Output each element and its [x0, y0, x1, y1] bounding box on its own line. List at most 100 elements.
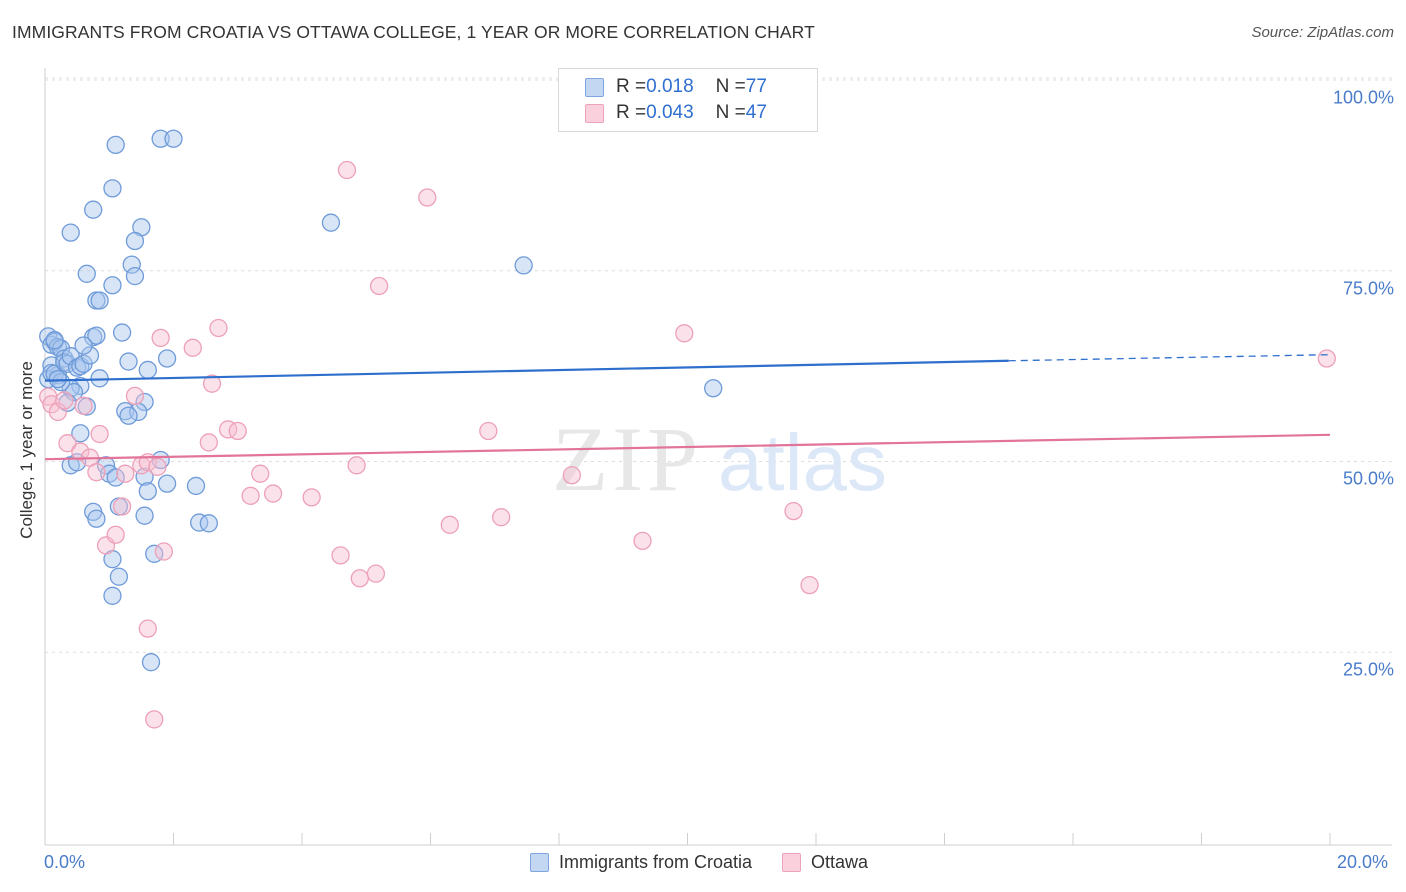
croatia-point	[87, 509, 106, 528]
axes	[44, 68, 1392, 846]
ottawa-point	[241, 486, 260, 505]
croatia-point	[119, 352, 138, 371]
x-tick-label-min: 0.0%	[44, 852, 86, 872]
legend-item-croatia[interactable]: Immigrants from Croatia	[530, 852, 752, 873]
chart-title: IMMIGRANTS FROM CROATIA VS OTTAWA COLLEG…	[12, 22, 815, 42]
croatia-point	[106, 468, 125, 487]
ottawa-point	[800, 575, 819, 595]
ottawa-point	[562, 466, 581, 485]
ottawa-point	[125, 386, 145, 406]
legend-n-label: N =	[715, 102, 746, 123]
ottawa-point	[58, 434, 77, 453]
watermark: ZIP atlas	[552, 408, 887, 510]
y-tick-label-100: 100.0%	[1332, 87, 1394, 108]
croatia-point	[125, 266, 145, 286]
legend-label-ottawa: Ottawa	[811, 852, 869, 872]
y-axis-label: College, 1 year or more	[17, 361, 36, 539]
legend-swatch-pink	[782, 853, 802, 872]
ottawa-point	[479, 421, 498, 441]
legend-r-label: R =	[616, 102, 647, 123]
ottawa-point	[633, 531, 652, 551]
gridlines	[45, 77, 1392, 653]
croatia-point	[122, 255, 141, 274]
ottawa-point	[151, 328, 170, 348]
ottawa-point	[228, 421, 247, 441]
croatia-point	[71, 424, 90, 443]
ottawa-point	[347, 456, 366, 475]
croatia-point	[87, 326, 106, 345]
source-credit: Source: ZipAtlas.com	[1251, 24, 1394, 41]
ottawa-point	[440, 515, 459, 534]
ottawa-point	[369, 276, 389, 296]
ottawa-point	[145, 710, 164, 729]
watermark-atlas: atlas	[718, 418, 887, 507]
croatia-point	[106, 135, 125, 155]
legend-n-value: 77	[745, 76, 767, 97]
ottawa-trend-line	[44, 433, 1331, 461]
ottawa-point	[202, 374, 222, 393]
croatia-point	[199, 514, 218, 533]
legend-row-croatia: R = 0.018 N = 77	[585, 75, 767, 99]
legend-r-value: 0.043	[646, 102, 694, 123]
ottawa-point	[366, 564, 386, 583]
ottawa-point	[148, 457, 167, 476]
croatia-point	[138, 360, 157, 380]
ottawa-point	[138, 619, 157, 638]
legend-n-value: 47	[745, 102, 767, 123]
croatia-point	[141, 653, 161, 672]
ottawa-point	[90, 424, 109, 444]
legend-r-label: R =	[616, 76, 647, 97]
croatia-point	[186, 476, 206, 496]
croatia-point	[321, 213, 341, 232]
series-croatia-points	[39, 129, 723, 672]
ottawa-point	[106, 525, 125, 544]
y-tick-label-75: 75.0%	[1342, 278, 1394, 299]
y-tick-label-25: 25.0%	[1342, 659, 1394, 680]
series-legend: Immigrants from Croatia Ottawa	[530, 852, 898, 873]
ottawa-point	[154, 542, 174, 561]
croatia-point	[119, 406, 138, 425]
ottawa-point	[331, 546, 350, 565]
ottawa-point	[492, 508, 511, 527]
legend-item-ottawa[interactable]: Ottawa	[782, 852, 868, 873]
legend-n-label: N =	[715, 76, 746, 97]
ottawa-point	[183, 338, 202, 357]
series-ottawa-points	[39, 160, 1336, 729]
legend-r-value: 0.018	[646, 76, 694, 97]
ottawa-point	[199, 433, 218, 452]
croatia-point	[514, 256, 533, 275]
croatia-point	[704, 379, 723, 398]
legend-label-croatia: Immigrants from Croatia	[559, 852, 753, 872]
croatia-point	[190, 513, 209, 532]
ottawa-point	[418, 188, 437, 207]
ottawa-point	[350, 569, 369, 588]
ottawa-point	[87, 463, 106, 482]
ottawa-point	[302, 488, 321, 507]
ottawa-point	[48, 402, 67, 422]
croatia-trend-extension	[1008, 354, 1331, 362]
croatia-point	[48, 369, 67, 389]
ottawa-point	[675, 324, 694, 343]
ottawa-point	[251, 464, 270, 483]
croatia-point	[103, 179, 122, 198]
croatia-point	[51, 372, 71, 392]
correlation-legend: R = 0.018 N = 77 R = 0.043 N = 47	[558, 68, 818, 132]
croatia-point	[164, 129, 183, 148]
croatia-trend-line	[44, 359, 1009, 382]
legend-swatch-pink	[585, 103, 604, 123]
croatia-point	[103, 586, 122, 605]
croatia-point	[80, 346, 100, 365]
croatia-point	[112, 323, 132, 342]
legend-row-ottawa: R = 0.043 N = 47	[585, 101, 767, 125]
croatia-point	[84, 200, 103, 219]
croatia-point	[135, 392, 154, 412]
ottawa-point	[263, 484, 283, 503]
croatia-point	[74, 336, 93, 355]
croatia-point	[151, 129, 170, 148]
ottawa-point	[784, 501, 803, 521]
ottawa-point	[209, 318, 228, 338]
ottawa-point	[337, 160, 357, 180]
legend-swatch-blue	[530, 853, 549, 872]
croatia-point	[135, 467, 154, 486]
